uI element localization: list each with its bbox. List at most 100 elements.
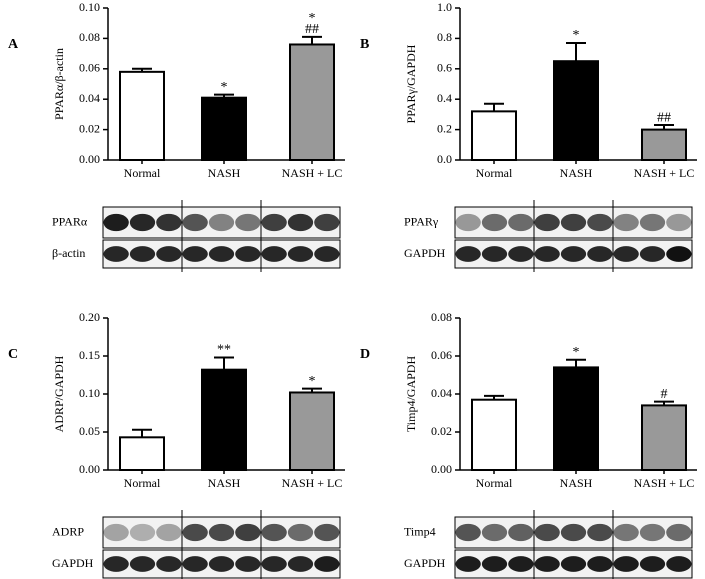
blot-label: GAPDH xyxy=(404,556,446,570)
x-tick-label: NASH xyxy=(560,166,593,180)
bar xyxy=(201,96,247,161)
x-tick-label: NASH + LC xyxy=(282,166,343,180)
bar xyxy=(119,436,165,472)
x-tick-label: NASH + LC xyxy=(634,476,695,490)
x-tick-label: NASH + LC xyxy=(282,476,343,490)
significance-label: * xyxy=(309,11,316,26)
bar xyxy=(641,404,687,471)
significance-label: * xyxy=(573,345,580,360)
y-tick-label: 0.04 xyxy=(79,91,100,105)
blot-band xyxy=(481,523,508,542)
blot-band xyxy=(613,523,639,542)
bar xyxy=(471,110,517,161)
x-tick-label: NASH xyxy=(208,166,241,180)
blot-band xyxy=(314,523,340,542)
blot-band xyxy=(639,556,666,572)
panel-label: C xyxy=(8,347,18,362)
y-tick-label: 0.00 xyxy=(431,462,452,476)
panel-label: A xyxy=(8,37,19,52)
blot-band xyxy=(666,523,692,542)
blot-band xyxy=(156,246,182,262)
y-tick-label: 0.00 xyxy=(79,462,100,476)
y-tick-label: 0.0 xyxy=(437,152,452,166)
significance-label: ## xyxy=(657,110,671,125)
bar xyxy=(289,391,335,472)
blot-band xyxy=(156,556,182,572)
blot-band xyxy=(666,213,692,232)
blot-band xyxy=(587,523,613,542)
x-tick-label: Normal xyxy=(124,476,161,490)
x-tick-label: NASH + LC xyxy=(634,166,695,180)
blot-band xyxy=(208,246,235,262)
blot-label: GAPDH xyxy=(52,556,94,570)
blot-band xyxy=(666,246,692,262)
blot-band xyxy=(508,523,534,542)
blot-band xyxy=(587,246,613,262)
blot-band xyxy=(560,246,587,262)
x-tick-label: Normal xyxy=(124,166,161,180)
blot-band xyxy=(208,213,235,232)
blot-band xyxy=(639,246,666,262)
blot-band xyxy=(261,213,287,232)
significance-label: * xyxy=(221,80,228,95)
blot-band xyxy=(261,523,287,542)
y-tick-label: 0.04 xyxy=(431,386,452,400)
bar xyxy=(641,128,687,162)
blot-band xyxy=(235,213,261,232)
bar xyxy=(119,70,165,161)
blot-band xyxy=(182,213,208,232)
blot-band xyxy=(481,556,508,572)
blot-band xyxy=(182,523,208,542)
blot-band xyxy=(481,213,508,232)
y-tick-label: 0.05 xyxy=(79,424,100,438)
blot-band xyxy=(455,556,481,572)
y-tick-label: 0.08 xyxy=(79,30,100,44)
blot-band xyxy=(314,556,340,572)
x-tick-label: Normal xyxy=(476,166,513,180)
blot-band xyxy=(235,556,261,572)
blot-band xyxy=(156,523,182,542)
blot-band xyxy=(129,246,156,262)
blot-band xyxy=(455,213,481,232)
blot-band xyxy=(156,213,182,232)
blot-band xyxy=(481,246,508,262)
blot-band xyxy=(103,556,129,572)
blot-band xyxy=(508,556,534,572)
blot-band xyxy=(455,523,481,542)
x-tick-label: NASH xyxy=(208,476,241,490)
blot-band xyxy=(287,523,314,542)
y-tick-label: 0.06 xyxy=(431,348,452,362)
significance-label: # xyxy=(661,387,668,402)
blot-band xyxy=(639,523,666,542)
blot-band xyxy=(208,523,235,542)
blot-band xyxy=(314,246,340,262)
y-tick-label: 0.08 xyxy=(431,310,452,324)
bar xyxy=(289,43,335,161)
blot-band xyxy=(560,523,587,542)
bar xyxy=(201,368,247,471)
blot-band xyxy=(129,556,156,572)
blot-label: PPARα xyxy=(52,214,88,228)
blot-band xyxy=(314,213,340,232)
blot-band xyxy=(235,246,261,262)
significance-label: ## xyxy=(305,22,319,37)
panel-label: D xyxy=(360,347,370,362)
blot-label: β-actin xyxy=(52,246,85,260)
y-tick-label: 0.20 xyxy=(79,310,100,324)
significance-label: * xyxy=(573,28,580,43)
y-tick-label: 1.0 xyxy=(437,0,452,14)
blot-band xyxy=(182,246,208,262)
blot-label: PPARγ xyxy=(404,214,439,228)
y-tick-label: 0.4 xyxy=(437,91,452,105)
y-axis-label: Timp4/GAPDH xyxy=(404,356,418,433)
x-tick-label: NASH xyxy=(560,476,593,490)
x-tick-label: Normal xyxy=(476,476,513,490)
blot-band xyxy=(208,556,235,572)
blot-band xyxy=(534,246,560,262)
y-tick-label: 0.8 xyxy=(437,30,452,44)
blot-band xyxy=(103,523,129,542)
blot-band xyxy=(639,213,666,232)
blot-band xyxy=(666,556,692,572)
blot-band xyxy=(587,556,613,572)
